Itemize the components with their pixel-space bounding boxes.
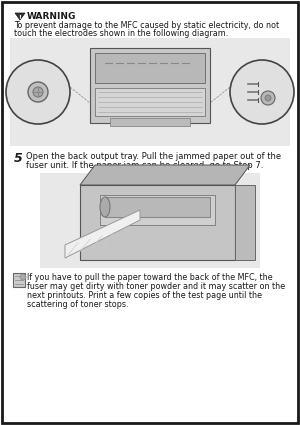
Text: 5: 5 [14, 152, 23, 165]
Text: To prevent damage to the MFC caused by static electricity, do not: To prevent damage to the MFC caused by s… [14, 21, 279, 30]
Text: touch the electrodes shown in the following diagram.: touch the electrodes shown in the follow… [14, 29, 228, 38]
Bar [40, 173, 260, 268]
Circle shape [6, 60, 70, 124]
Ellipse shape [100, 197, 110, 217]
Polygon shape [80, 165, 250, 185]
Text: WARNING: WARNING [27, 12, 76, 21]
Bar [10, 38, 290, 146]
Bar [90, 48, 210, 123]
Text: Open the back output tray. Pull the jammed paper out of the: Open the back output tray. Pull the jamm… [26, 152, 281, 161]
Text: next printouts. Print a few copies of the test page until the: next printouts. Print a few copies of th… [27, 291, 262, 300]
Bar [110, 118, 190, 126]
Bar [235, 185, 255, 260]
Polygon shape [65, 210, 140, 258]
Bar [100, 195, 215, 225]
Circle shape [20, 274, 26, 280]
Text: fuser may get dirty with toner powder and it may scatter on the: fuser may get dirty with toner powder an… [27, 282, 285, 291]
Polygon shape [15, 13, 25, 20]
Bar [105, 197, 210, 217]
Circle shape [33, 87, 43, 97]
Text: If you have to pull the paper toward the back of the MFC, the: If you have to pull the paper toward the… [27, 273, 273, 282]
Bar [80, 185, 235, 260]
Bar [95, 88, 205, 116]
Bar [13, 273, 25, 287]
Circle shape [230, 60, 294, 124]
Circle shape [28, 82, 48, 102]
Circle shape [261, 91, 275, 105]
Text: scattering of toner stops.: scattering of toner stops. [27, 300, 128, 309]
Text: fuser unit. If the paper jam can be cleared, go to Step 7.: fuser unit. If the paper jam can be clea… [26, 161, 263, 170]
Circle shape [265, 95, 271, 101]
Text: !: ! [19, 14, 21, 20]
Bar [95, 53, 205, 83]
